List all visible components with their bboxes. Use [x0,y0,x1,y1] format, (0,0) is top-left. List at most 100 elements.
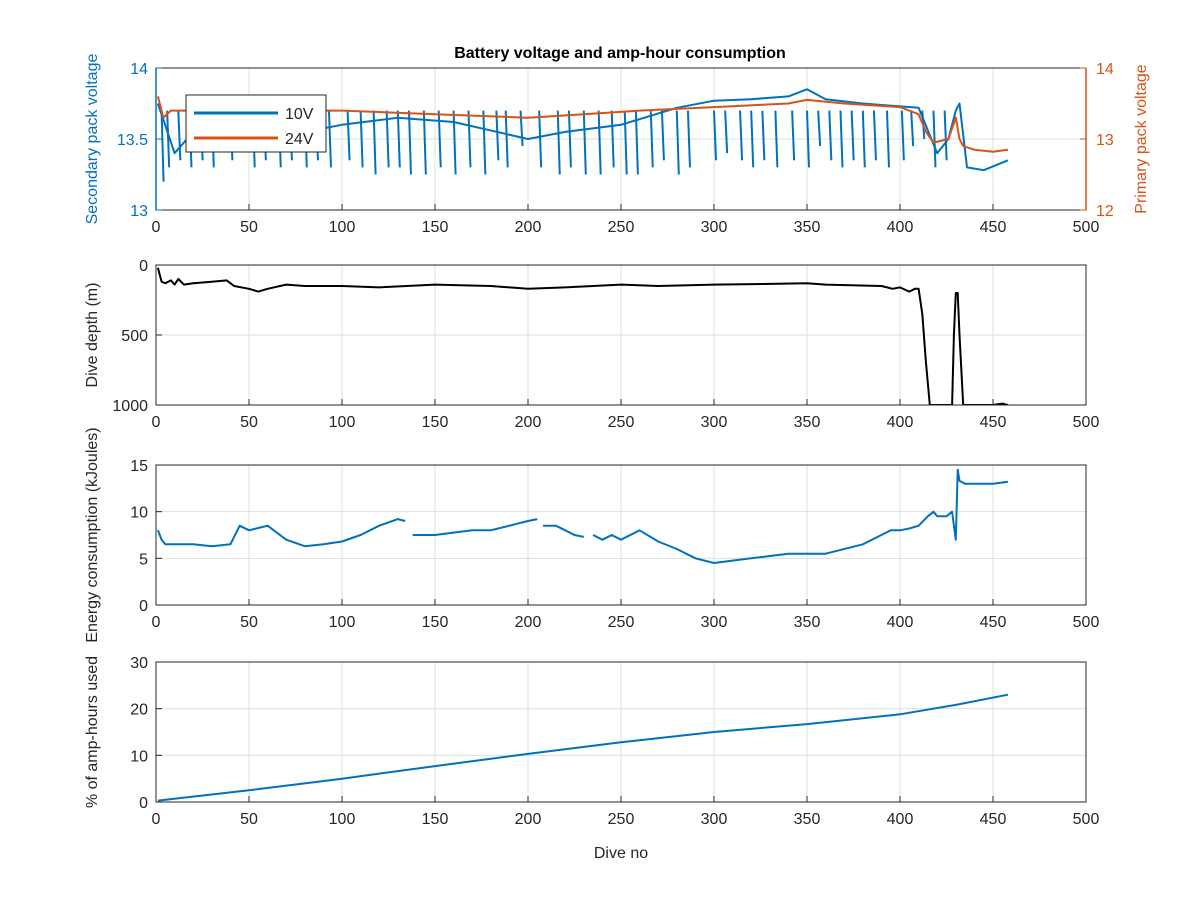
x-tick-label: 200 [515,414,542,431]
voltage-dip [686,110,691,168]
x-tick-label: 50 [240,219,258,236]
voltage-dip [177,110,182,161]
x-tick-label: 500 [1073,219,1100,236]
x-tick-label: 450 [980,614,1007,631]
voltage-dip [761,110,766,161]
x-tick-label: 400 [887,414,914,431]
voltage-subplot: 0 50 100 150 200 250 300 350 400 450 500 13 13.5 14 Se… [84,54,1150,236]
series-line [156,468,1009,564]
voltage-dip [675,110,680,175]
voltage-dip [806,110,810,168]
voltage-dip [910,110,915,147]
voltage-dip [422,110,427,175]
voltage-dip [437,110,442,168]
chart-title: Battery voltage and amp-hour consumption [454,45,786,62]
y-tick-label: 500 [121,328,148,345]
x-tick-label: 350 [794,614,821,631]
x-tick-label: 200 [515,219,542,236]
y-tick-label: 0 [139,598,148,615]
right-y-axis-label: Primary pack voltage [1133,64,1150,213]
x-tick-label: 400 [887,811,914,828]
y-tick-label: 0 [139,258,148,275]
voltage-dip [900,110,905,161]
voltage-dip [634,110,639,175]
x-tick-label: 50 [240,614,258,631]
x-tick-label: 300 [701,614,728,631]
voltage-dip [649,110,654,168]
voltage-dip [774,110,779,168]
y-tick-label: 20 [130,702,148,719]
x-tick-label: 450 [980,219,1007,236]
voltage-dip [739,110,744,161]
y-axis-label: Energy consumption (kJoules) [84,427,101,642]
y-tick-label: 14 [130,61,148,78]
x-tick-label: 350 [794,811,821,828]
y-tick-label: 15 [130,458,148,475]
voltage-dip [932,110,937,168]
amp-hours-subplot: 0 50 100 150 200 250 300 350 400 450 500 0 10 20 30 % o… [84,655,1099,862]
voltage-dip [861,110,866,168]
x-tick-label: 500 [1073,811,1100,828]
legend-box [185,94,327,153]
voltage-dip [713,110,717,161]
right-y-tick-label: 12 [1096,203,1114,220]
y-tick-label: 13.5 [117,132,148,149]
legend-entry: 24V [285,131,314,148]
voltage-dip [538,110,543,168]
voltage-dip [327,110,332,168]
voltage-dip [660,110,665,161]
voltage-dip [359,110,364,168]
right-y-tick-label: 13 [1096,132,1114,149]
x-tick-label: 0 [152,811,161,828]
voltage-dip [396,110,401,168]
voltage-dip [610,110,615,168]
x-tick-label: 250 [608,811,635,828]
voltage-dip [452,110,457,175]
x-tick-label: 300 [701,811,728,828]
voltage-dip [372,110,377,175]
x-tick-label: 350 [794,414,821,431]
x-tick-label: 100 [329,811,356,828]
voltage-dip [467,110,472,168]
x-tick-label: 250 [608,219,635,236]
x-tick-label: 150 [422,811,449,828]
y-tick-label: 13 [130,203,148,220]
x-tick-label: 450 [980,811,1007,828]
voltage-dip [597,110,602,175]
y-axis-label: % of amp-hours used [84,656,101,808]
voltage-dip [556,110,561,175]
x-axis-label: Dive no [594,845,648,862]
voltage-dip [872,110,877,161]
voltage-dip [750,110,755,168]
voltage-dip [582,110,587,175]
voltage-dip [482,110,487,175]
x-tick-label: 300 [701,219,728,236]
voltage-dip [791,110,796,161]
x-tick-label: 400 [887,219,914,236]
x-tick-label: 450 [980,414,1007,431]
x-tick-label: 100 [329,614,356,631]
voltage-dip [850,110,855,161]
y-tick-label: 30 [130,655,148,672]
y-axis-label: Dive depth (m) [84,283,101,388]
x-tick-label: 250 [608,414,635,431]
voltage-dip [166,110,171,168]
y-tick-label: 10 [130,505,148,522]
x-tick-label: 400 [887,614,914,631]
series-line [156,267,1009,405]
x-tick-label: 200 [515,614,542,631]
y-tick-label: 1000 [112,398,148,415]
x-tick-label: 100 [329,414,356,431]
x-tick-label: 500 [1073,614,1100,631]
x-tick-label: 50 [240,414,258,431]
voltage-dip [943,110,948,161]
right-y-tick-label: 14 [1096,61,1114,78]
x-tick-label: 0 [152,219,161,236]
x-tick-label: 350 [794,219,821,236]
voltage-dip [495,110,500,161]
x-tick-label: 150 [422,614,449,631]
dive-depth-subplot: 0 50 100 150 200 250 300 350 400 450 500 0 500 1000 Di… [84,258,1099,431]
x-tick-label: 0 [152,414,161,431]
